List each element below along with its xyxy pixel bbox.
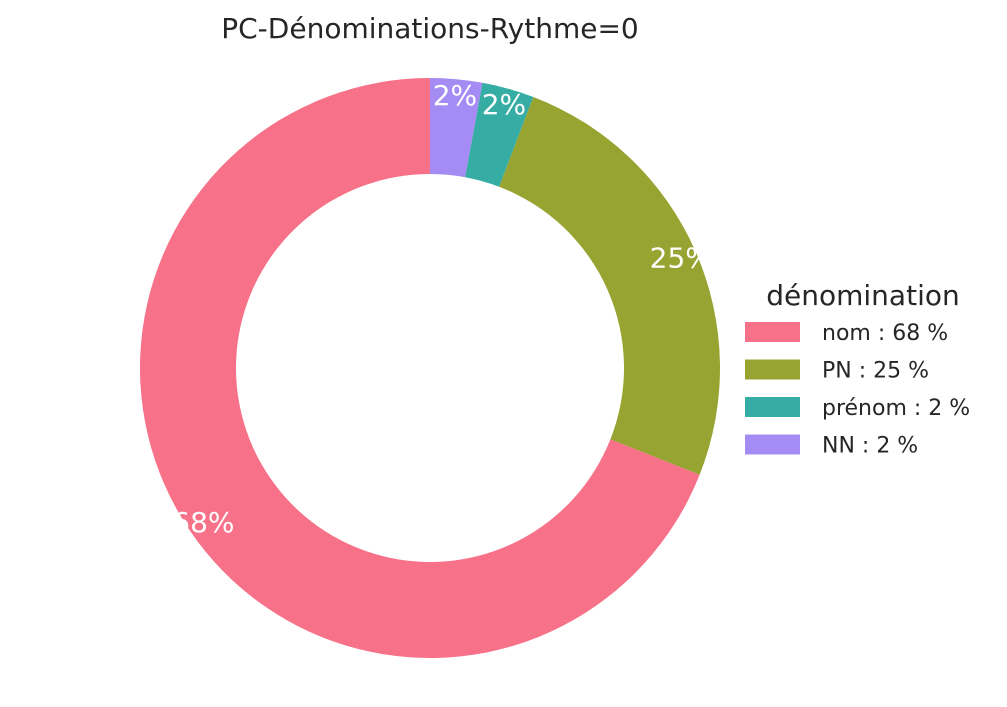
slice-labels: 2% 2% 25% 68% [172,79,712,539]
legend-entries: nom : 68 % PN : 25 % prénom : 2 % NN : 2 % [745,321,970,459]
legend-label: nom : 68 % [822,321,948,346]
slice-nn [430,78,483,178]
legend-label: NN : 2 % [822,434,918,459]
legend-swatch [745,322,800,342]
slice-pn [499,97,720,475]
slice-label-pn: 25% [650,242,712,275]
legend: dénomination nom : 68 % PN : 25 % prénom :… [745,279,970,459]
legend-label: prénom : 2 % [822,396,970,421]
legend-swatch [745,434,800,455]
donut-slices [140,78,720,658]
slice-pr-nom [465,82,534,187]
legend-title: dénomination [766,279,959,312]
legend-label: PN : 25 % [822,359,929,384]
slice-nom [140,78,700,658]
legend-swatch [745,359,800,380]
slice-label-nn: 2% [433,79,477,112]
legend-swatch [745,397,800,417]
slice-label-pr-nom: 2% [482,88,526,121]
chart-title: PC-Dénominations-Rythme=0 [221,12,638,45]
slice-label-nom: 68% [172,506,234,539]
